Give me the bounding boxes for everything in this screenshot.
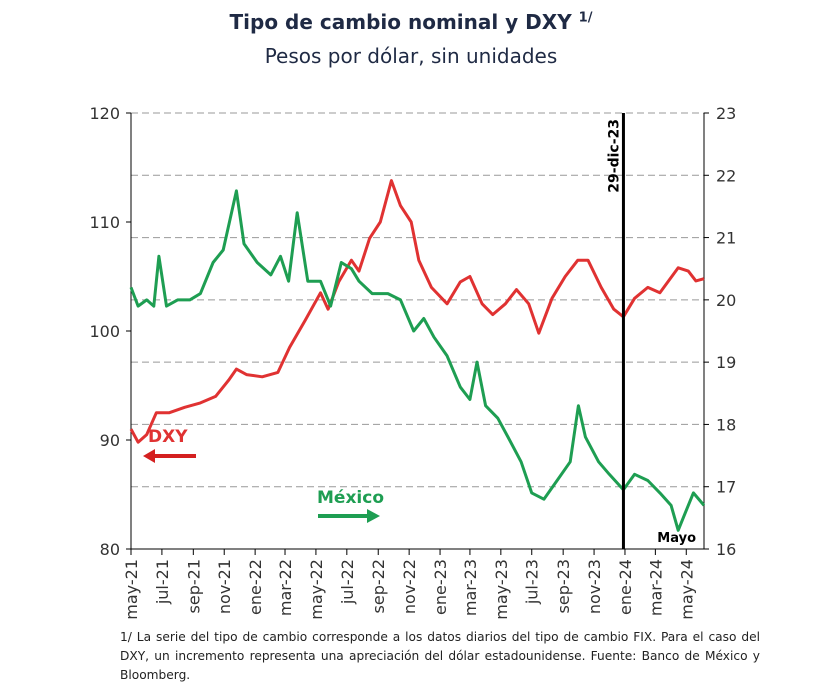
right-tick-label: 22 <box>716 166 736 185</box>
right-tick-label: 20 <box>716 291 736 310</box>
mayo-label: Mayo <box>657 531 696 546</box>
x-tick-label: may-22 <box>307 559 326 620</box>
x-tick-label: jul-21 <box>153 559 172 605</box>
footnote: 1/ La serie del tipo de cambio correspon… <box>120 630 760 682</box>
x-tick-label: jul-23 <box>523 559 542 605</box>
left-tick-label: 80 <box>100 540 120 559</box>
x-tick-label: sep-21 <box>184 559 203 613</box>
x-tick-label: sep-23 <box>554 559 573 613</box>
x-tick-label: nov-23 <box>585 559 604 614</box>
chart: 80 90 100 110 120 16 17 18 19 20 21 22 23 may-21 jul-2… <box>89 104 736 620</box>
title-text: Tipo de cambio nominal y DXY <box>229 10 572 34</box>
x-tick-label: may-23 <box>492 559 511 620</box>
x-tick-label: mar-23 <box>461 559 480 616</box>
x-tick-label: ene-24 <box>616 559 635 615</box>
arrow-right-icon <box>318 509 380 523</box>
left-tick-label: 110 <box>89 213 120 232</box>
series-line-mexico <box>129 189 706 532</box>
x-tick-label: may-21 <box>122 559 141 620</box>
right-tick-label: 17 <box>716 478 736 497</box>
x-tick-label: nov-21 <box>215 559 234 614</box>
mexico-label: México <box>317 488 384 508</box>
x-tick-label: nov-22 <box>400 559 419 614</box>
left-tick-label: 90 <box>100 431 120 450</box>
right-tick-label: 16 <box>716 540 736 559</box>
series-line-dxy <box>129 179 705 444</box>
x-tick-label: jul-22 <box>338 559 357 605</box>
vline-label: 29-dic-23 <box>606 119 622 193</box>
title-note: 1/ <box>578 10 593 26</box>
dxy-label: DXY <box>148 427 188 447</box>
x-tick-label: may-24 <box>677 559 696 620</box>
x-tick-label: sep-22 <box>369 559 388 613</box>
arrow-left-icon <box>143 449 196 463</box>
right-tick-label: 18 <box>716 415 736 434</box>
right-tick-label: 19 <box>716 353 736 372</box>
right-tick-label: 23 <box>716 104 736 123</box>
x-tick-label: ene-22 <box>246 559 265 615</box>
x-tick-label: mar-22 <box>276 559 295 616</box>
chart-subtitle: Pesos por dólar, sin unidades <box>264 44 558 68</box>
chart-title: Tipo de cambio nominal y DXY 1/ <box>0 10 822 34</box>
right-tick-label: 21 <box>716 229 736 248</box>
left-tick-label: 100 <box>89 322 120 341</box>
x-tick-label: mar-24 <box>646 559 665 616</box>
x-tick-label: ene-23 <box>431 559 450 615</box>
left-tick-label: 120 <box>89 104 120 123</box>
